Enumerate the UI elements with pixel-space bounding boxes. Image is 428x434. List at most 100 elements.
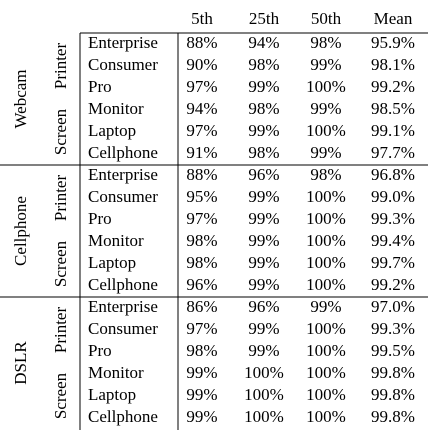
cell: 100% bbox=[244, 385, 284, 404]
cell: 98% bbox=[186, 341, 217, 360]
cell: 100% bbox=[306, 253, 346, 272]
row-label: Consumer bbox=[88, 319, 158, 338]
cell: 97.0% bbox=[371, 297, 415, 316]
cell: 99% bbox=[248, 319, 279, 338]
cell: 99% bbox=[310, 55, 341, 74]
cell: 100% bbox=[306, 275, 346, 294]
row-label: Cellphone bbox=[88, 407, 158, 426]
row-label: Cellphone bbox=[88, 275, 158, 294]
cell: 99% bbox=[248, 187, 279, 206]
cell: 100% bbox=[306, 187, 346, 206]
cell: 95.9% bbox=[371, 33, 415, 52]
column-header: 25th bbox=[249, 9, 280, 28]
cell: 97% bbox=[186, 77, 217, 96]
group-label: Cellphone bbox=[11, 196, 30, 266]
cell: 99.8% bbox=[371, 363, 415, 382]
cell: 100% bbox=[306, 407, 346, 426]
row-label: Pro bbox=[88, 341, 112, 360]
cell: 96% bbox=[248, 297, 279, 316]
row-label: Enterprise bbox=[88, 33, 158, 52]
group-label: DSLR bbox=[11, 341, 30, 385]
row-label: Pro bbox=[88, 77, 112, 96]
row-label: Monitor bbox=[88, 99, 144, 118]
subgroup-label: Screen bbox=[51, 108, 70, 155]
row-label: Enterprise bbox=[88, 297, 158, 316]
cell: 100% bbox=[306, 363, 346, 382]
cell: 99.3% bbox=[371, 209, 415, 228]
cell: 97% bbox=[186, 319, 217, 338]
cell: 99% bbox=[248, 121, 279, 140]
group-label: Webcam bbox=[11, 69, 30, 128]
row-label: Laptop bbox=[88, 253, 136, 272]
cell: 99% bbox=[248, 341, 279, 360]
row-label: Consumer bbox=[88, 55, 158, 74]
cell: 100% bbox=[306, 231, 346, 250]
cell: 100% bbox=[306, 77, 346, 96]
subgroup-label: Printer bbox=[51, 175, 70, 222]
cell: 99.0% bbox=[371, 187, 415, 206]
row-label: Consumer bbox=[88, 187, 158, 206]
subgroup-label: Screen bbox=[51, 240, 70, 287]
cell: 96% bbox=[248, 165, 279, 184]
cell: 100% bbox=[306, 319, 346, 338]
row-label: Laptop bbox=[88, 121, 136, 140]
row-label: Enterprise bbox=[88, 165, 158, 184]
cell: 100% bbox=[306, 121, 346, 140]
cell: 99% bbox=[310, 99, 341, 118]
cell: 94% bbox=[248, 33, 279, 52]
cell: 100% bbox=[306, 385, 346, 404]
row-label: Cellphone bbox=[88, 143, 158, 162]
cell: 98% bbox=[310, 33, 341, 52]
cell: 95% bbox=[186, 187, 217, 206]
cell: 98% bbox=[248, 99, 279, 118]
cell: 91% bbox=[186, 143, 217, 162]
cell: 86% bbox=[186, 297, 217, 316]
cell: 98% bbox=[310, 165, 341, 184]
cell: 88% bbox=[186, 33, 217, 52]
subgroup-label: Screen bbox=[51, 372, 70, 419]
cell: 88% bbox=[186, 165, 217, 184]
cell: 99% bbox=[186, 385, 217, 404]
row-label: Monitor bbox=[88, 231, 144, 250]
cell: 97% bbox=[186, 121, 217, 140]
subgroup-label: Printer bbox=[51, 307, 70, 354]
row-label: Laptop bbox=[88, 385, 136, 404]
cell: 98% bbox=[186, 253, 217, 272]
cell: 98.1% bbox=[371, 55, 415, 74]
cell: 99% bbox=[248, 275, 279, 294]
cell: 98% bbox=[186, 231, 217, 250]
cell: 99.7% bbox=[371, 253, 415, 272]
cell: 99% bbox=[310, 297, 341, 316]
cell: 99% bbox=[186, 363, 217, 382]
cell: 99.2% bbox=[371, 275, 415, 294]
cell: 99% bbox=[248, 209, 279, 228]
row-label: Pro bbox=[88, 209, 112, 228]
cell: 99.5% bbox=[371, 341, 415, 360]
cell: 96% bbox=[186, 275, 217, 294]
cell: 98.5% bbox=[371, 99, 415, 118]
cell: 99.3% bbox=[371, 319, 415, 338]
cell: 97% bbox=[186, 209, 217, 228]
cell: 99% bbox=[248, 253, 279, 272]
cell: 100% bbox=[244, 407, 284, 426]
cell: 100% bbox=[244, 363, 284, 382]
cell: 99.1% bbox=[371, 121, 415, 140]
subgroup-label: Printer bbox=[51, 43, 70, 90]
cell: 99% bbox=[186, 407, 217, 426]
column-header: Mean bbox=[374, 9, 413, 28]
cell: 99.2% bbox=[371, 77, 415, 96]
cell: 100% bbox=[306, 209, 346, 228]
cell: 97.7% bbox=[371, 143, 415, 162]
cell: 100% bbox=[306, 341, 346, 360]
cell: 96.8% bbox=[371, 165, 415, 184]
row-label: Monitor bbox=[88, 363, 144, 382]
column-header: 5th bbox=[191, 9, 213, 28]
cell: 99.8% bbox=[371, 385, 415, 404]
cell: 94% bbox=[186, 99, 217, 118]
cell: 98% bbox=[248, 143, 279, 162]
cell: 99% bbox=[310, 143, 341, 162]
cell: 99.8% bbox=[371, 407, 415, 426]
cell: 99.4% bbox=[371, 231, 415, 250]
cell: 99% bbox=[248, 231, 279, 250]
